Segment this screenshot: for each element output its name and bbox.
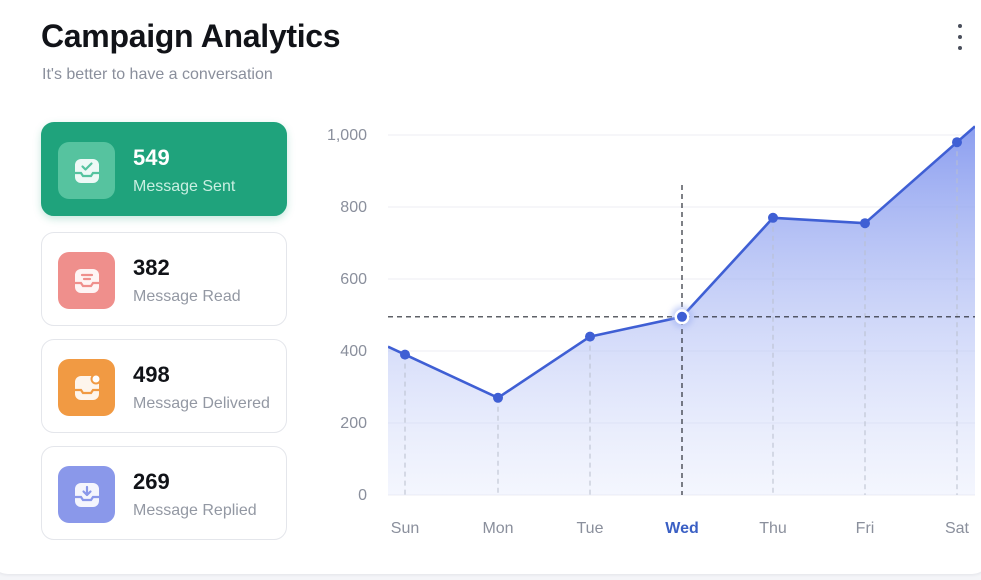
x-tick-label[interactable]: Mon <box>482 520 513 537</box>
x-tick-label[interactable]: Fri <box>856 520 875 537</box>
inbox-download-icon <box>58 466 115 523</box>
y-tick-label: 800 <box>340 199 367 216</box>
stat-card-message-sent[interactable]: 549 Message Sent <box>41 122 287 216</box>
page-title: Campaign Analytics <box>41 18 341 54</box>
data-point[interactable] <box>952 137 962 148</box>
inbox-read-icon <box>58 252 115 309</box>
y-tick-label: 600 <box>340 271 367 288</box>
y-tick-label: 0 <box>358 487 367 504</box>
stat-card-message-replied[interactable]: 269 Message Replied <box>41 446 287 540</box>
vertical-ellipsis-icon[interactable] <box>948 24 972 50</box>
data-point[interactable] <box>493 392 503 403</box>
page-subtitle: It's better to have a conversation <box>42 66 273 83</box>
x-tick-label[interactable]: Wed <box>665 520 698 537</box>
stat-label: Message Delivered <box>133 395 270 412</box>
stat-value: 549 <box>133 145 170 170</box>
x-tick-label[interactable]: Tue <box>577 520 604 537</box>
data-point[interactable] <box>585 331 595 342</box>
stat-value: 382 <box>133 255 170 280</box>
selected-data-point[interactable] <box>677 311 687 322</box>
stat-label: Message Read <box>133 288 241 305</box>
y-tick-label: 200 <box>340 415 367 432</box>
inbox-check-icon <box>58 142 115 199</box>
area-fill <box>388 126 975 495</box>
inbox-notification-icon <box>58 359 115 416</box>
y-tick-label: 400 <box>340 343 367 360</box>
x-tick-label[interactable]: Thu <box>759 520 787 537</box>
x-tick-label[interactable]: Sun <box>391 520 419 537</box>
stat-value: 498 <box>133 362 170 387</box>
stat-value: 269 <box>133 469 170 494</box>
stat-card-message-read[interactable]: 382 Message Read <box>41 232 287 326</box>
stat-card-message-delivered[interactable]: 498 Message Delivered <box>41 339 287 433</box>
data-point[interactable] <box>860 218 870 229</box>
y-tick-label: 1,000 <box>327 127 367 144</box>
data-point[interactable] <box>400 349 410 360</box>
stat-label: Message Sent <box>133 178 236 195</box>
data-point[interactable] <box>768 212 778 223</box>
x-tick-label[interactable]: Sat <box>945 520 970 537</box>
stat-label: Message Replied <box>133 502 257 519</box>
